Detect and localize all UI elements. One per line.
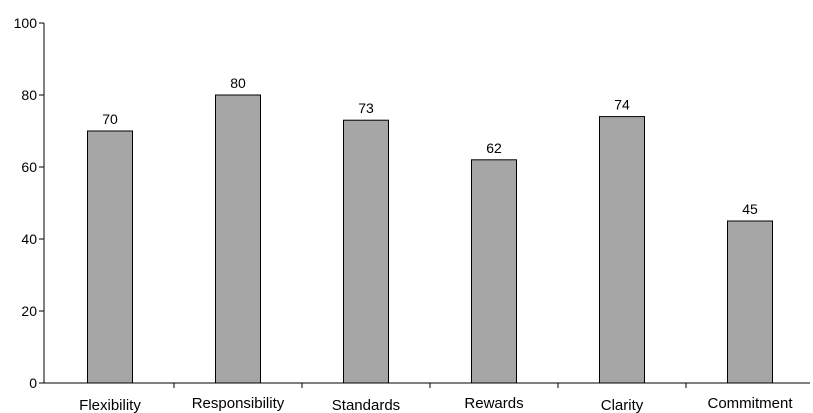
y-tick-label: 0 — [29, 375, 37, 391]
y-axis: 0 20 40 60 80 100 — [14, 15, 45, 391]
y-tick-label: 100 — [14, 15, 38, 31]
x-category-label: Responsibility — [192, 395, 285, 412]
x-category-label: Standards — [332, 397, 400, 413]
bar-responsibility — [215, 94, 261, 384]
bar-flexibility — [87, 130, 133, 384]
data-label: 80 — [230, 75, 246, 91]
x-category-label: Commitment — [707, 395, 793, 412]
y-tick-label: 60 — [21, 159, 37, 175]
y-tick-label: 40 — [21, 231, 37, 247]
x-category-label: Flexibility — [79, 397, 141, 413]
x-category-label: Clarity — [601, 397, 644, 413]
data-label: 45 — [742, 201, 758, 217]
bar-clarity — [599, 116, 645, 384]
y-tick-label: 20 — [21, 303, 37, 319]
data-label: 74 — [614, 97, 630, 113]
bar-standards — [343, 119, 389, 384]
data-label: 73 — [358, 100, 374, 116]
y-tick-label: 80 — [21, 87, 37, 103]
data-label: 62 — [486, 140, 502, 156]
bar-rewards — [471, 159, 517, 384]
x-category-label: Rewards — [464, 395, 523, 412]
data-label: 70 — [102, 111, 118, 127]
bars: 70 80 73 62 74 45 — [87, 75, 773, 384]
bar-commitment — [727, 220, 773, 384]
x-axis: Flexibility Responsibility Standards Reward… — [44, 382, 810, 413]
